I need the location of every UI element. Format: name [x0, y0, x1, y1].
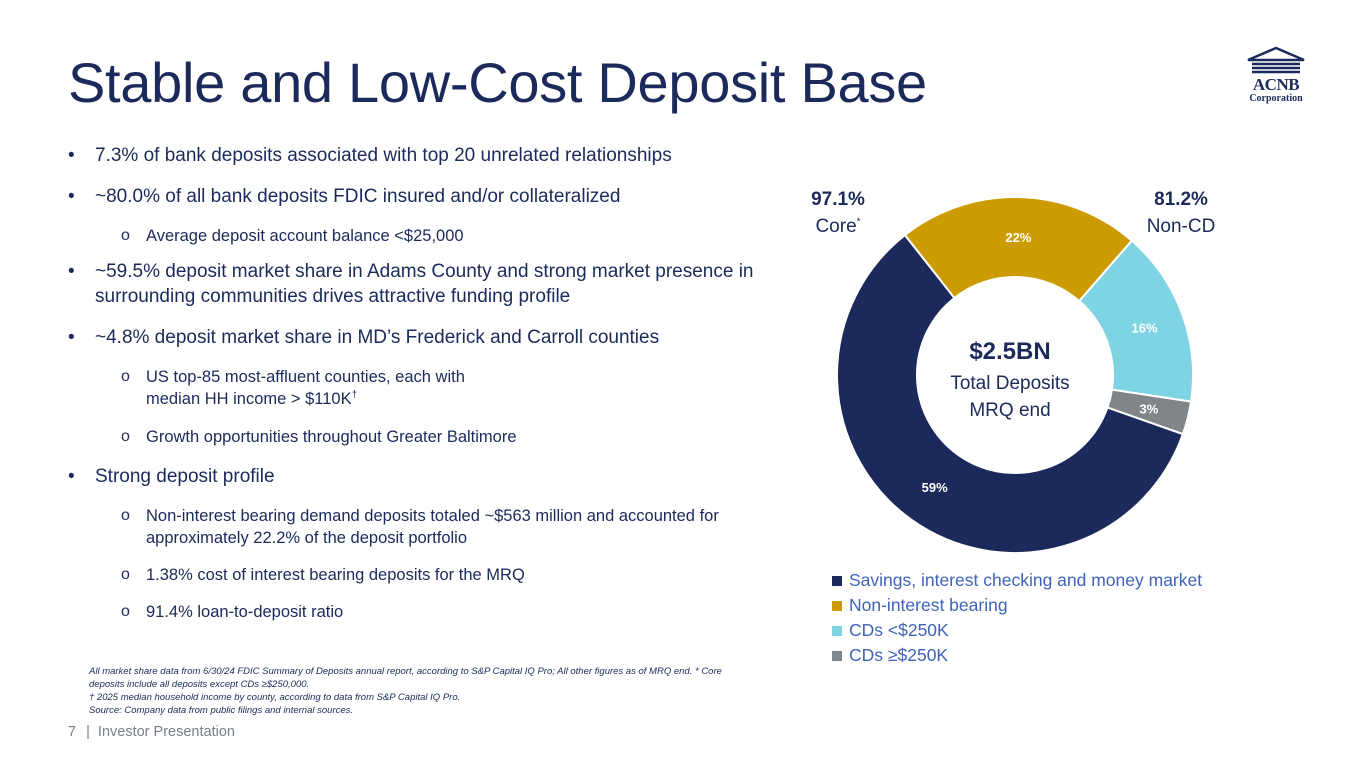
sub-bullet-marker: o: [121, 603, 130, 620]
dagger-mark: †: [351, 389, 358, 401]
sub-bullet-marker: o: [121, 227, 130, 244]
bullet-item: • Strong deposit profile: [68, 464, 768, 489]
page-number: 7: [68, 724, 77, 740]
bullet-text: ~80.0% of all bank deposits FDIC insured…: [95, 186, 621, 207]
donut-label-cds-over-250k: 3%: [1140, 401, 1159, 416]
bullet-text: ~59.5% deposit market share in Adams Cou…: [95, 261, 754, 307]
bullet-item: • 7.3% of bank deposits associated with t…: [68, 143, 768, 168]
bullet-text: 7.3% of bank deposits associated with to…: [95, 145, 672, 166]
sub-bullet-item: o Growth opportunities throughout Greater…: [68, 426, 768, 448]
legend-label: CDs ≥$250K: [849, 645, 949, 665]
logo-name: ACNB: [1252, 75, 1300, 94]
sub-bullet-item: o Non-interest bearing demand deposits to…: [68, 505, 768, 549]
sub-bullet-item: o Average deposit account balance <$25,00…: [68, 225, 768, 247]
sub-bullet-text: Non-interest bearing demand deposits tot…: [146, 507, 719, 547]
sub-bullet-text: 1.38% cost of interest bearing deposits …: [146, 566, 525, 584]
total-deposits-line1: Total Deposits: [950, 373, 1070, 394]
core-label: Core: [815, 216, 857, 237]
footer-label: Investor Presentation: [97, 724, 235, 740]
sub-bullet-marker: o: [121, 507, 130, 524]
bullet-item: • ~4.8% deposit market share in MD’s Fred…: [68, 325, 768, 350]
donut-slice-non-interest-bearing: [903, 196, 1134, 303]
sub-bullet-text-line2: median HH income > $110K: [146, 390, 352, 408]
legend-swatch: [832, 625, 842, 636]
bullet-list: • 7.3% of bank deposits associated with t…: [68, 143, 768, 623]
total-deposits-amount: $2.5BN: [969, 338, 1051, 365]
sub-bullet-text: 91.4% loan-to-deposit ratio: [146, 603, 344, 621]
noncd-pct: 81.2%: [1154, 189, 1208, 210]
total-deposits-label: Total Deposits MRQ end: [916, 370, 1104, 424]
noncd-label: Non-CD: [1146, 216, 1216, 237]
legend-item-cds-under-250k: CDs <$250K: [832, 618, 1202, 643]
legend-item-non-interest-bearing: Non-interest bearing: [832, 593, 1202, 618]
bullet-item: • ~80.0% of all bank deposits FDIC insure…: [68, 184, 768, 209]
logo-sub: Corporation: [1249, 93, 1303, 104]
sub-bullet-marker: o: [121, 368, 130, 385]
sub-bullet-marker: o: [121, 566, 130, 583]
sub-bullet-marker: o: [121, 428, 130, 445]
bullet-text: ~4.8% deposit market share in MD’s Frede…: [95, 327, 660, 348]
legend-swatch: [832, 650, 842, 661]
bullet-text: Strong deposit profile: [95, 466, 275, 487]
page-footer: 7 | Investor Presentation: [68, 724, 235, 740]
total-deposits-line2: MRQ end: [969, 400, 1051, 421]
donut-slice-savings-checking-mm: [836, 233, 1185, 554]
deposit-donut-chart: 22% 16% 3% 59%: [836, 196, 1194, 554]
company-logo: ACNB Corporation: [1244, 46, 1308, 110]
sub-bullet-item: o 1.38% cost of interest bearing deposits…: [68, 564, 768, 586]
noncd-callout: 81.2% Non-CD: [1140, 186, 1222, 240]
legend-label: CDs <$250K: [849, 620, 949, 640]
bullet-dot: •: [68, 466, 75, 487]
core-asterisk: *: [856, 216, 861, 228]
bullet-dot: •: [68, 186, 75, 207]
donut-slice-cds-under-250k: [1077, 239, 1194, 403]
legend-item-cds-over-250k: CDs ≥$250K: [832, 643, 1202, 668]
bullet-dot: •: [68, 261, 75, 282]
chart-legend: Savings, interest checking and money mar…: [832, 568, 1202, 668]
legend-swatch: [832, 575, 842, 586]
sub-bullet-item: o 91.4% loan-to-deposit ratio: [68, 601, 768, 623]
legend-item-savings-checking-mm: Savings, interest checking and money mar…: [832, 568, 1202, 593]
sub-bullet-item: o US top-85 most-affluent counties, each …: [68, 366, 768, 410]
footnote-3: Source: Company data from public filings…: [89, 705, 354, 716]
bullet-dot: •: [68, 327, 75, 348]
legend-label: Savings, interest checking and money mar…: [849, 570, 1203, 590]
page-title: Stable and Low-Cost Deposit Base: [68, 51, 927, 114]
legend-label: Non-interest bearing: [849, 595, 1008, 615]
donut-label-cds-under-250k: 16%: [1131, 320, 1157, 335]
footer-separator: |: [86, 724, 90, 740]
core-callout: 97.1% Core*: [798, 186, 878, 240]
footnote-2: † 2025 median household income by county…: [89, 692, 461, 703]
donut-label-savings-checking-mm: 59%: [922, 480, 948, 495]
bullet-item: • ~59.5% deposit market share in Adams Co…: [68, 259, 768, 309]
sub-bullet-text: Growth opportunities throughout Greater …: [146, 428, 517, 446]
sub-bullet-text: Average deposit account balance <$25,000: [146, 227, 464, 245]
footnotes: All market share data from 6/30/24 FDIC …: [89, 665, 729, 717]
footnote-1: All market share data from 6/30/24 FDIC …: [89, 666, 722, 690]
core-pct: 97.1%: [811, 189, 865, 210]
legend-swatch: [832, 600, 842, 611]
bullet-dot: •: [68, 145, 75, 166]
sub-bullet-text: US top-85 most-affluent counties, each w…: [146, 368, 465, 386]
donut-label-non-interest-bearing: 22%: [1005, 230, 1031, 245]
bank-building-icon: [1247, 46, 1305, 74]
